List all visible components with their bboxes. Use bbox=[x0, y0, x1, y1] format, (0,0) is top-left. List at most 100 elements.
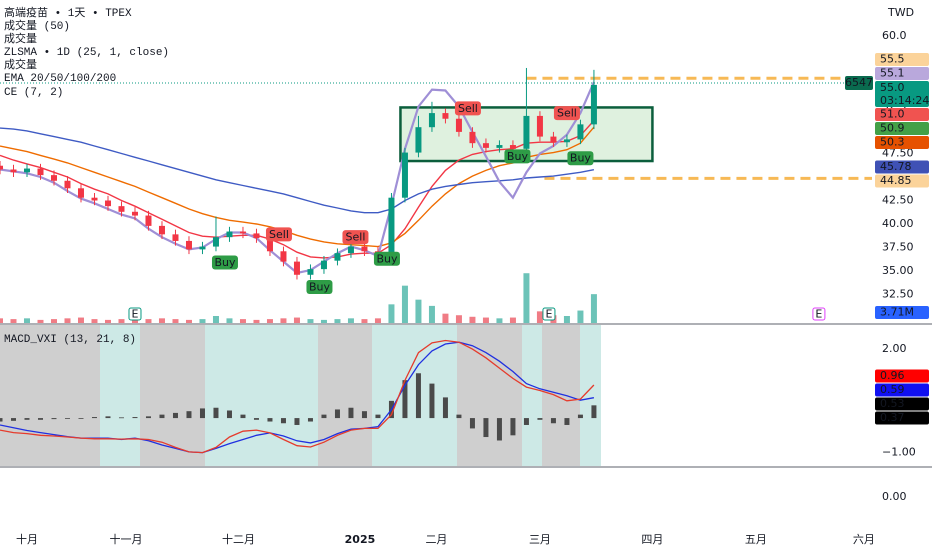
volume-bar bbox=[428, 305, 435, 323]
candle-body bbox=[118, 206, 125, 212]
signal-label-box bbox=[567, 151, 594, 166]
volume-bar bbox=[307, 319, 314, 323]
price-tag bbox=[875, 411, 929, 425]
candle-body bbox=[253, 233, 260, 239]
signal-label-box bbox=[306, 279, 333, 294]
histogram-bar bbox=[456, 414, 462, 419]
histogram-bar bbox=[334, 409, 340, 419]
signal-label: Buy bbox=[570, 152, 592, 165]
volume-bar bbox=[442, 313, 449, 323]
signal-label-box bbox=[504, 149, 531, 164]
candle-body bbox=[145, 215, 152, 226]
price-tag bbox=[875, 81, 929, 108]
candle-body bbox=[91, 197, 98, 201]
histogram-bar bbox=[577, 414, 583, 419]
candle-body bbox=[334, 253, 341, 261]
histogram-bar bbox=[132, 417, 138, 419]
candle-body bbox=[0, 165, 3, 170]
volume-bar bbox=[131, 319, 138, 323]
histogram-bar bbox=[199, 408, 205, 419]
candle-body bbox=[523, 115, 530, 149]
currency: TWD bbox=[887, 6, 914, 19]
signal-label-box bbox=[342, 230, 369, 245]
legend-item: 成交量 bbox=[4, 31, 37, 46]
histogram-bar bbox=[172, 412, 178, 419]
price-tag-label: 45.78 bbox=[880, 160, 912, 173]
y-tick-label: 2.00 bbox=[882, 342, 907, 355]
signal-label: Buy bbox=[376, 252, 398, 265]
candle-body bbox=[347, 246, 354, 254]
price-tag bbox=[875, 160, 929, 174]
volume-bar bbox=[37, 319, 44, 323]
histogram-bar bbox=[348, 407, 354, 419]
candle-body bbox=[577, 124, 584, 140]
signal-label-box bbox=[454, 101, 481, 116]
candle-body bbox=[77, 188, 84, 198]
volume-bar bbox=[77, 317, 84, 323]
histogram-bar bbox=[429, 383, 435, 419]
y-tick-label: 0.00 bbox=[882, 490, 907, 503]
candle-body bbox=[239, 231, 246, 234]
price-tag bbox=[875, 383, 929, 397]
signal-label-box bbox=[553, 106, 580, 121]
x-tick-label: 十月 bbox=[16, 532, 38, 546]
volume-bar bbox=[10, 319, 17, 323]
price-tag bbox=[875, 108, 929, 122]
candle-body bbox=[185, 240, 192, 250]
candle-body bbox=[496, 145, 503, 148]
candle-body bbox=[415, 127, 422, 153]
x-tick-label: 2025 bbox=[345, 533, 376, 546]
histogram-bar bbox=[550, 418, 556, 424]
plot-layer: 十月十一月十二月2025二月三月四月五月六月60.052.547.5042.50… bbox=[0, 29, 929, 546]
histogram-bar bbox=[267, 418, 273, 422]
bull-zone bbox=[522, 325, 542, 466]
volume-bar bbox=[415, 299, 422, 323]
candle-body bbox=[455, 118, 462, 132]
histogram-bar bbox=[51, 418, 57, 420]
histogram-bar bbox=[0, 418, 3, 422]
y-tick-label: 40.00 bbox=[882, 217, 914, 230]
x-tick-label: 二月 bbox=[425, 533, 447, 546]
earnings-label: E bbox=[815, 308, 822, 321]
volume-bar bbox=[536, 311, 543, 323]
price-tag-label: 0.53 bbox=[880, 397, 905, 410]
candle-body bbox=[401, 152, 408, 198]
x-tick-label: 十一月 bbox=[109, 532, 142, 546]
price-tag-label: 50.3 bbox=[880, 136, 905, 149]
price-tag bbox=[875, 53, 929, 67]
volume-bar bbox=[482, 317, 489, 323]
signal-label: Sell bbox=[346, 231, 366, 244]
last-label-box bbox=[845, 76, 873, 91]
volume-bar bbox=[0, 318, 3, 323]
macd-line bbox=[0, 341, 595, 454]
candle-body bbox=[131, 211, 138, 216]
legend-item: CE (7, 2) bbox=[4, 87, 63, 99]
histogram-bar bbox=[361, 411, 367, 419]
candle-body bbox=[320, 260, 327, 270]
legend-item: ZLSMA • 1D (25, 1, close) bbox=[4, 47, 169, 59]
histogram-bar bbox=[91, 417, 97, 419]
candle-body bbox=[428, 113, 435, 128]
signal-label-box bbox=[265, 227, 292, 242]
histogram-bar bbox=[523, 418, 529, 425]
volume-bar bbox=[293, 317, 300, 323]
volume-bar bbox=[199, 319, 206, 323]
price-tag-label: 50.9 bbox=[880, 122, 905, 135]
candle-body bbox=[482, 143, 489, 148]
histogram-bar bbox=[226, 410, 232, 419]
x-tick-label: 四月 bbox=[641, 533, 663, 546]
histogram-bar bbox=[402, 380, 408, 419]
volume-bar bbox=[266, 319, 273, 323]
volume-bar bbox=[334, 319, 341, 323]
legend-symbol: 高端疫苗 • 1天 • TPEX bbox=[4, 5, 132, 20]
indicator-line bbox=[0, 127, 595, 214]
histogram-bar bbox=[105, 416, 111, 419]
candle-body bbox=[199, 246, 206, 250]
histogram-bar bbox=[118, 417, 124, 419]
bear-zone bbox=[542, 325, 580, 466]
candle-body bbox=[266, 238, 273, 252]
x-tick-label: 三月 bbox=[529, 533, 551, 546]
histogram-bar bbox=[159, 414, 165, 419]
candle-body bbox=[550, 136, 557, 143]
